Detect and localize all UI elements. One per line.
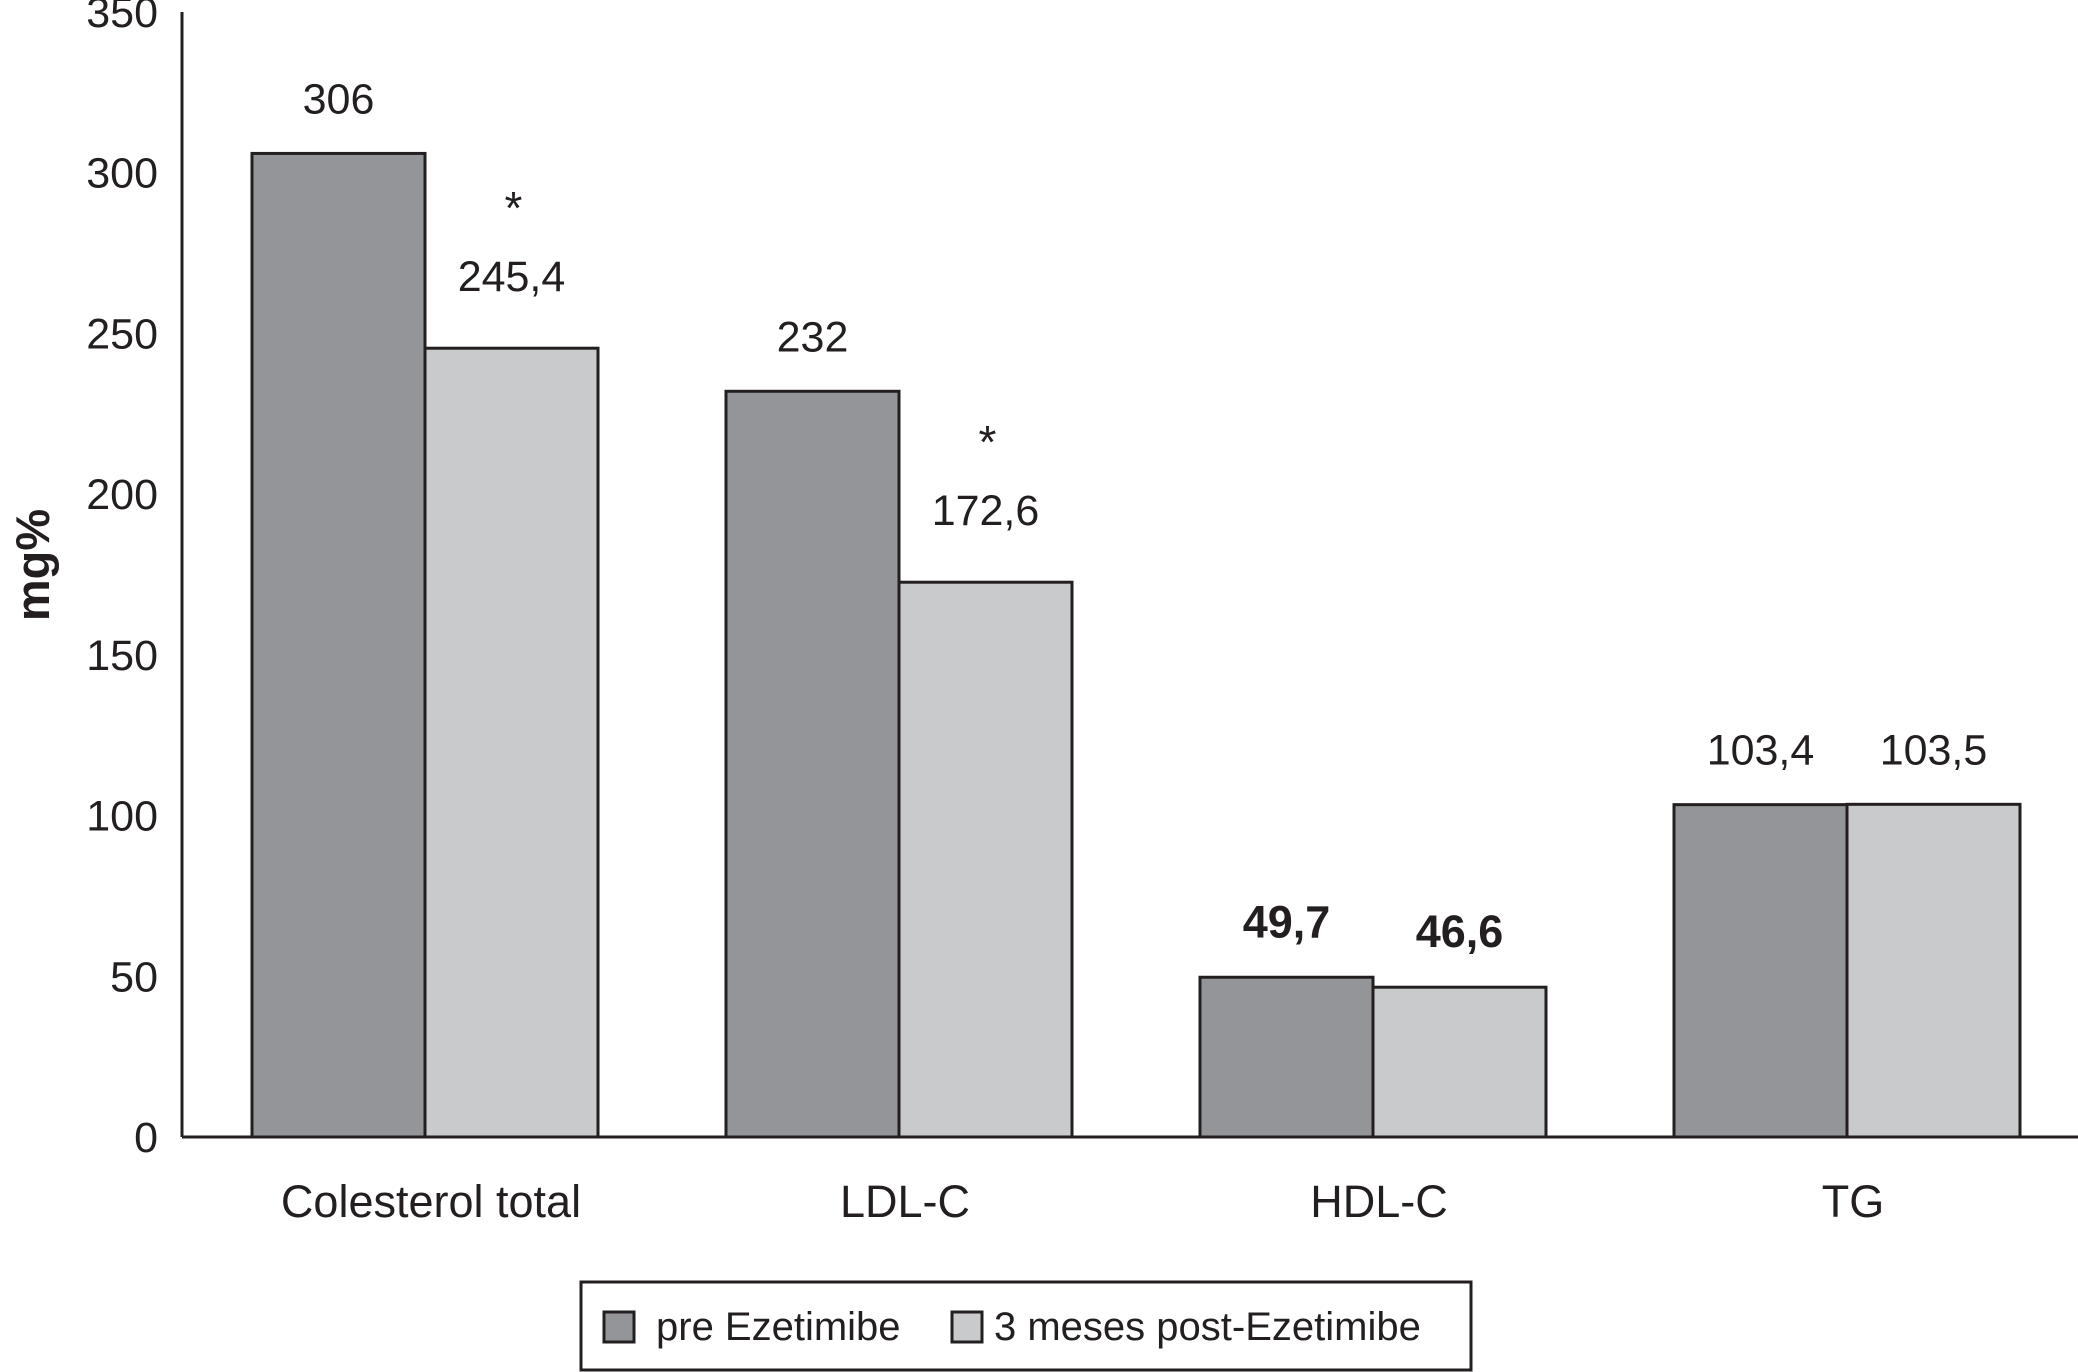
x-tick-label: LDL-C	[840, 1176, 970, 1227]
x-tick-label: TG	[1822, 1176, 1885, 1227]
bar-group: 49,7 46,6	[1198, 896, 1548, 1139]
bars: 306 245,4 232 172,6 49,7 46,6 103,4 103,5 * *	[250, 75, 2022, 1139]
x-axis: Colesterol total LDL-C HDL-C TG	[182, 1135, 2078, 1227]
legend-label: pre Ezetimibe	[656, 1305, 901, 1349]
y-tick-label: 350	[86, 0, 158, 37]
data-label: 103,5	[1880, 726, 1988, 774]
data-label: 49,7	[1243, 896, 1331, 947]
legend-swatch	[950, 1310, 984, 1344]
x-tick-label: Colesterol total	[281, 1176, 581, 1227]
y-tick-label: 150	[86, 632, 158, 680]
data-label: 232	[777, 313, 849, 361]
y-tick-label: 0	[134, 1114, 158, 1162]
legend-swatch	[602, 1310, 636, 1344]
x-tick-label: HDL-C	[1310, 1176, 1448, 1227]
data-label: 103,4	[1707, 727, 1815, 775]
y-axis-label: mg%	[6, 509, 59, 621]
y-tick-label: 300	[86, 150, 158, 198]
bar-group: 306 245,4	[250, 75, 600, 1139]
significance-marker: *	[979, 416, 997, 468]
bar	[897, 580, 1074, 1139]
y-tick-label: 50	[110, 953, 158, 1001]
data-label: 306	[303, 75, 375, 123]
y-tick-label: 200	[86, 471, 158, 519]
y-axis: 0 50 100 150 200 250 300 350	[86, 0, 184, 1162]
data-label: 245,4	[458, 253, 566, 301]
data-label: 172,6	[932, 487, 1040, 535]
bar-group: 103,4 103,5	[1672, 726, 2022, 1139]
bar	[1845, 802, 2022, 1139]
legend-label: 3 meses post-Ezetimibe	[994, 1305, 1421, 1349]
bar	[1198, 975, 1375, 1139]
y-tick-label: 100	[86, 793, 158, 841]
significance-marker: *	[505, 182, 523, 234]
legend: pre Ezetimibe 3 meses post-Ezetimibe	[579, 1280, 1473, 1372]
bar	[724, 389, 901, 1139]
bar	[423, 346, 600, 1139]
bar	[1371, 985, 1548, 1139]
bar-group: 232 172,6	[724, 313, 1074, 1139]
y-tick-label: 250	[86, 310, 158, 358]
legend-box	[579, 1280, 1473, 1372]
data-label: 46,6	[1416, 906, 1504, 957]
bar	[1672, 803, 1849, 1139]
bar	[250, 151, 427, 1139]
